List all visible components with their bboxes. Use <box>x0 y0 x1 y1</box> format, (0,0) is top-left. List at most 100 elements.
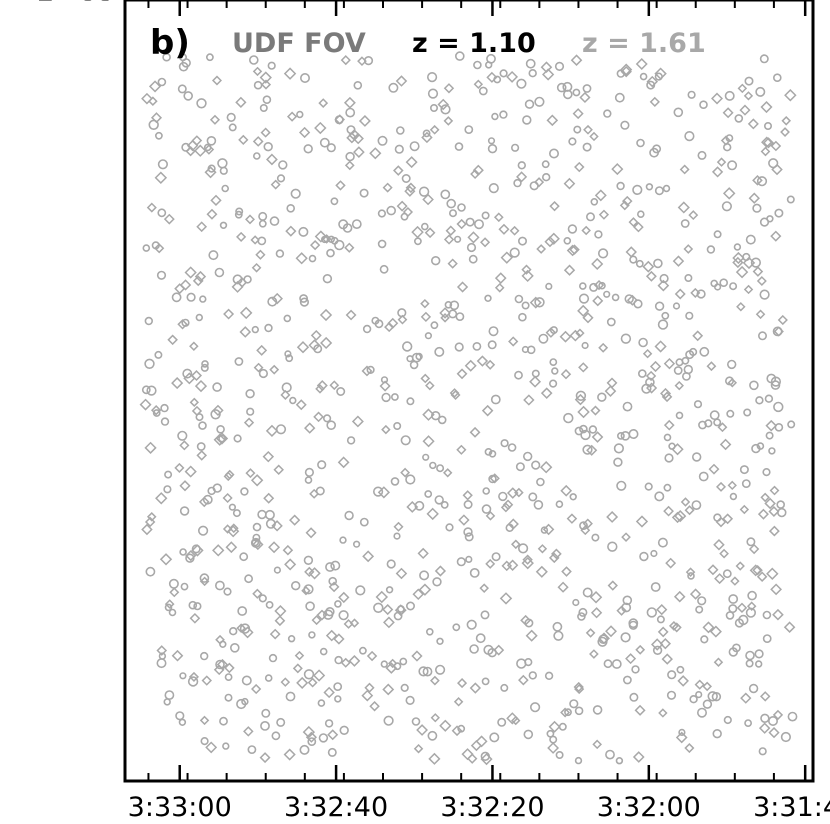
field-galaxy-marker <box>285 225 297 237</box>
field-galaxy-marker <box>764 394 774 403</box>
axis-ticks: −27:35−27:40−27:45−27:50−27:55 3:33:00 3:3… <box>15 0 830 823</box>
field-galaxy-marker <box>574 756 583 765</box>
field-galaxy-marker <box>620 120 630 130</box>
field-galaxy-marker <box>536 477 545 487</box>
field-galaxy-marker <box>658 708 668 718</box>
field-galaxy-marker <box>491 112 499 121</box>
field-galaxy-marker <box>239 552 249 562</box>
field-galaxy-marker <box>252 522 262 532</box>
field-galaxy-marker <box>746 537 756 547</box>
field-galaxy-marker <box>390 477 400 486</box>
field-galaxy-marker <box>746 601 757 611</box>
field-galaxy-marker <box>224 662 235 674</box>
field-galaxy-marker <box>695 690 703 699</box>
field-galaxy-marker <box>635 58 648 70</box>
field-galaxy-marker <box>194 144 207 157</box>
field-galaxy-marker <box>759 289 770 300</box>
field-galaxy-marker <box>462 490 473 501</box>
field-galaxy-marker <box>578 293 590 304</box>
field-galaxy-marker <box>259 752 271 764</box>
field-galaxy-marker <box>308 631 316 639</box>
x-tick-label: 3:33:00 <box>128 792 232 823</box>
field-galaxy-marker <box>257 236 267 246</box>
field-galaxy-marker <box>196 442 206 451</box>
field-galaxy-marker <box>770 140 782 152</box>
field-galaxy-marker <box>739 504 750 515</box>
field-galaxy-marker <box>469 568 480 578</box>
field-galaxy-marker <box>545 327 557 338</box>
field-galaxy-marker <box>395 75 408 87</box>
field-galaxy-marker <box>735 265 749 279</box>
field-galaxy-marker <box>214 580 225 591</box>
field-galaxy-marker <box>340 55 351 66</box>
field-galaxy-marker <box>515 462 525 472</box>
field-galaxy-marker <box>513 178 522 188</box>
field-galaxy-marker <box>623 675 632 685</box>
field-galaxy-marker <box>676 665 685 674</box>
field-galaxy-marker <box>439 307 451 319</box>
field-galaxy-marker <box>590 405 601 416</box>
field-galaxy-marker <box>251 683 262 695</box>
field-galaxy-marker <box>604 385 617 398</box>
field-galaxy-marker <box>307 737 317 746</box>
field-galaxy-marker <box>538 333 549 344</box>
field-galaxy-marker <box>195 313 204 322</box>
field-galaxy-marker <box>748 543 760 555</box>
field-galaxy-marker <box>148 80 162 93</box>
field-galaxy-marker <box>406 397 415 406</box>
field-galaxy-marker <box>283 67 297 80</box>
field-galaxy-marker <box>228 523 239 534</box>
field-galaxy-marker <box>574 684 585 695</box>
field-galaxy-marker <box>463 527 473 537</box>
field-galaxy-marker <box>284 558 297 571</box>
field-galaxy-marker <box>216 658 229 671</box>
field-galaxy-marker <box>268 653 278 663</box>
field-galaxy-marker <box>752 266 764 277</box>
field-galaxy-marker <box>569 699 579 709</box>
field-galaxy-marker <box>405 156 418 169</box>
field-galaxy-marker <box>346 125 356 135</box>
field-galaxy-marker <box>723 715 732 725</box>
field-galaxy-marker <box>679 164 690 175</box>
field-galaxy-marker <box>260 127 271 138</box>
field-galaxy-marker <box>409 141 420 152</box>
field-galaxy-marker <box>673 366 683 375</box>
field-galaxy-marker <box>446 198 457 209</box>
field-galaxy-marker <box>430 675 440 686</box>
field-galaxy-marker <box>715 516 727 528</box>
field-galaxy-marker <box>711 92 723 105</box>
field-galaxy-marker <box>402 206 414 218</box>
field-galaxy-marker <box>325 562 335 572</box>
field-galaxy-marker <box>516 658 527 669</box>
field-galaxy-marker <box>436 637 444 645</box>
field-galaxy-marker <box>745 650 755 661</box>
field-galaxy-marker <box>259 104 268 113</box>
field-galaxy-marker <box>289 514 301 526</box>
field-galaxy-marker <box>593 279 605 291</box>
field-galaxy-marker <box>144 316 154 326</box>
field-galaxy-marker <box>236 231 247 243</box>
field-galaxy-marker <box>738 614 749 626</box>
field-galaxy-marker <box>230 642 240 653</box>
field-galaxy-marker <box>469 426 481 438</box>
field-galaxy-marker <box>308 339 321 352</box>
field-galaxy-marker <box>417 547 429 560</box>
field-galaxy-marker <box>384 321 395 333</box>
field-galaxy-marker <box>569 493 577 501</box>
field-galaxy-marker <box>422 129 431 138</box>
field-galaxy-marker <box>490 394 501 405</box>
field-galaxy-marker <box>188 671 199 682</box>
field-galaxy-marker <box>677 201 690 214</box>
field-galaxy-marker <box>393 532 401 540</box>
field-galaxy-marker <box>570 54 583 67</box>
field-galaxy-marker <box>386 559 396 569</box>
field-galaxy-marker <box>304 422 316 434</box>
field-galaxy-marker <box>434 495 444 505</box>
field-galaxy-marker <box>616 605 627 616</box>
field-galaxy-marker <box>663 483 672 492</box>
field-galaxy-marker <box>522 554 533 565</box>
field-galaxy-marker <box>636 210 645 218</box>
field-galaxy-marker <box>675 411 684 420</box>
field-galaxy-marker <box>702 621 715 634</box>
